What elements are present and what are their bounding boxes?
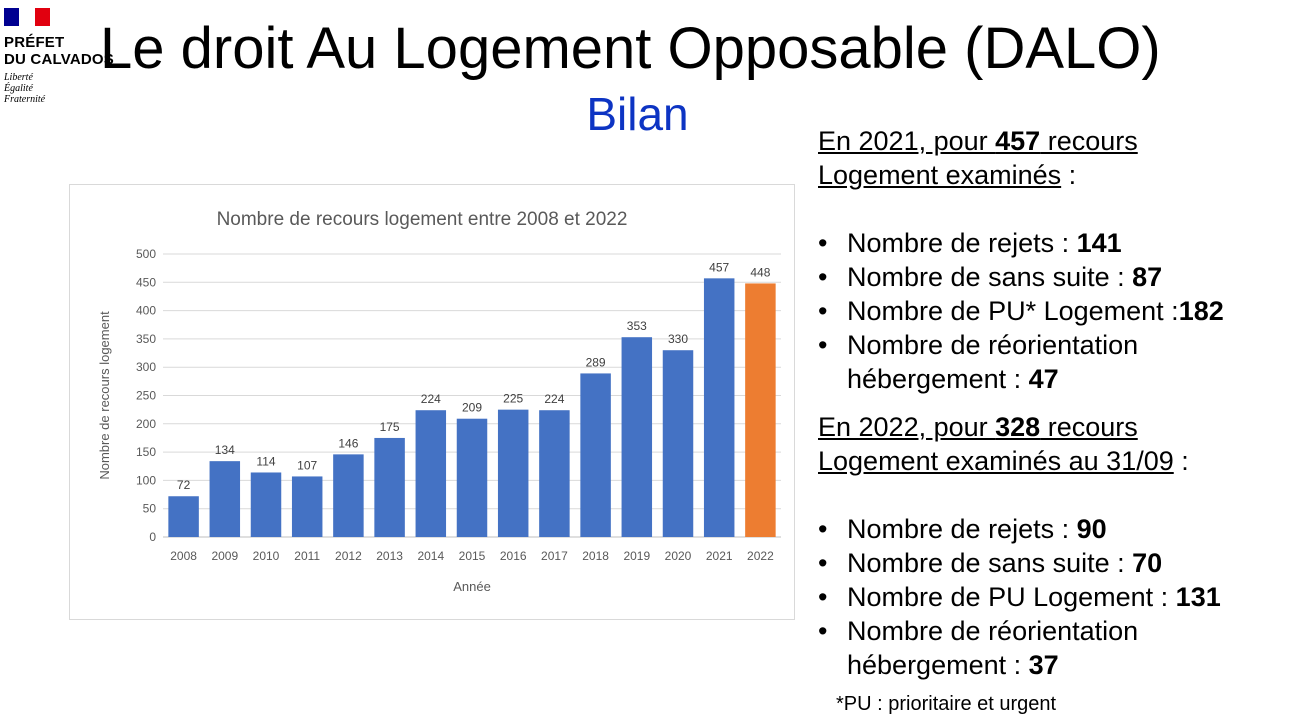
data-label: 224 [421,392,441,406]
x-tick-label: 2021 [706,549,733,563]
bar [209,461,241,537]
bar [250,472,282,537]
logo-line2: DU CALVADOS [4,51,114,68]
bar-chart: Nombre de recours logement entre 2008 et… [69,184,795,620]
bar [415,410,447,537]
bar [662,350,694,537]
data-label: 72 [177,478,191,492]
section-2021-heading: En 2021, pour 457 recours Logement exami… [818,126,1138,190]
y-tick-label: 0 [149,530,156,544]
bar [168,496,199,537]
data-label: 225 [503,392,523,406]
bar [745,283,776,537]
logo-motto: Liberté Égalité Fraternité [4,72,154,105]
y-tick-label: 200 [136,417,156,431]
data-label: 457 [709,260,729,274]
section-2021: En 2021, pour 457 recours Logement exami… [818,124,1288,396]
y-tick-label: 150 [136,445,156,459]
x-tick-label: 2012 [335,549,362,563]
motto-egalite: Égalité [4,83,33,94]
data-label: 175 [380,420,400,434]
data-label: 146 [338,436,358,450]
motto-liberte: Liberté [4,72,33,83]
page-title: Le droit Au Logement Opposable (DALO) [100,16,1161,81]
data-label: 289 [586,355,606,369]
y-axis-title: Nombre de recours logement [97,311,112,480]
x-tick-label: 2017 [541,549,568,563]
data-label: 448 [750,265,770,279]
y-tick-label: 500 [136,247,156,261]
bar [456,418,488,537]
chart-title: Nombre de recours logement entre 2008 et… [217,209,628,230]
x-tick-label: 2018 [582,549,609,563]
data-label: 134 [215,443,235,457]
x-tick-label: 2008 [170,549,197,563]
section-2022-list: Nombre de rejets : 90 Nombre de sans sui… [818,512,1288,682]
marianne-flag-icon [4,8,50,26]
x-tick-label: 2014 [417,549,444,563]
list-item: Nombre de réorientation hébergement : 37 [818,614,1288,682]
footnote: *PU : prioritaire et urgent [836,693,1057,715]
motto-fraternite: Fraternité [4,94,46,105]
y-tick-label: 300 [136,360,156,374]
list-item: Nombre de rejets : 90 [818,512,1288,546]
data-label: 114 [256,454,275,468]
data-label: 224 [544,392,564,406]
bar [621,337,653,537]
x-tick-label: 2015 [459,549,486,563]
list-item: Nombre de réorientation hébergement : 47 [818,328,1288,396]
x-tick-label: 2013 [376,549,403,563]
x-tick-label: 2022 [747,549,774,563]
y-tick-label: 50 [143,502,157,516]
list-item: Nombre de PU Logement : 131 [818,580,1288,614]
bar [580,373,611,537]
bar [374,437,405,537]
bar [333,454,364,537]
y-tick-label: 400 [136,304,156,318]
stats-panel: En 2021, pour 457 recours Logement exami… [818,124,1288,682]
logo-line1: PRÉFET [4,34,65,51]
bar [497,409,529,537]
section-2022-heading: En 2022, pour 328 recours Logement exami… [818,412,1189,476]
x-tick-label: 2010 [253,549,280,563]
bar [703,278,735,537]
x-axis-title: Année [453,579,491,594]
data-label: 209 [462,401,482,415]
list-item: Nombre de PU* Logement :182 [818,294,1288,328]
bar [539,410,570,537]
x-tick-label: 2019 [623,549,650,563]
x-tick-label: 2011 [294,549,320,563]
chart-canvas: Nombre de recours logement entre 2008 et… [97,209,781,594]
y-tick-label: 450 [136,275,156,289]
list-item: Nombre de rejets : 141 [818,226,1288,260]
bar [291,476,323,537]
y-tick-label: 350 [136,332,156,346]
prefecture-logo: PRÉFET DU CALVADOS Liberté Égalité Frate… [4,8,154,105]
data-label: 353 [627,319,647,333]
x-tick-label: 2016 [500,549,527,563]
data-label: 330 [668,332,688,346]
x-tick-label: 2009 [211,549,238,563]
list-item: Nombre de sans suite : 87 [818,260,1288,294]
data-label: 107 [297,458,317,472]
logo-text: PRÉFET DU CALVADOS [4,34,154,68]
x-tick-label: 2020 [665,549,692,563]
section-2022: En 2022, pour 328 recours Logement exami… [818,410,1288,682]
y-tick-label: 100 [136,473,156,487]
section-2021-list: Nombre de rejets : 141 Nombre de sans su… [818,226,1288,396]
y-tick-label: 250 [136,389,156,403]
page-subtitle: Bilan [586,88,689,140]
list-item: Nombre de sans suite : 70 [818,546,1288,580]
